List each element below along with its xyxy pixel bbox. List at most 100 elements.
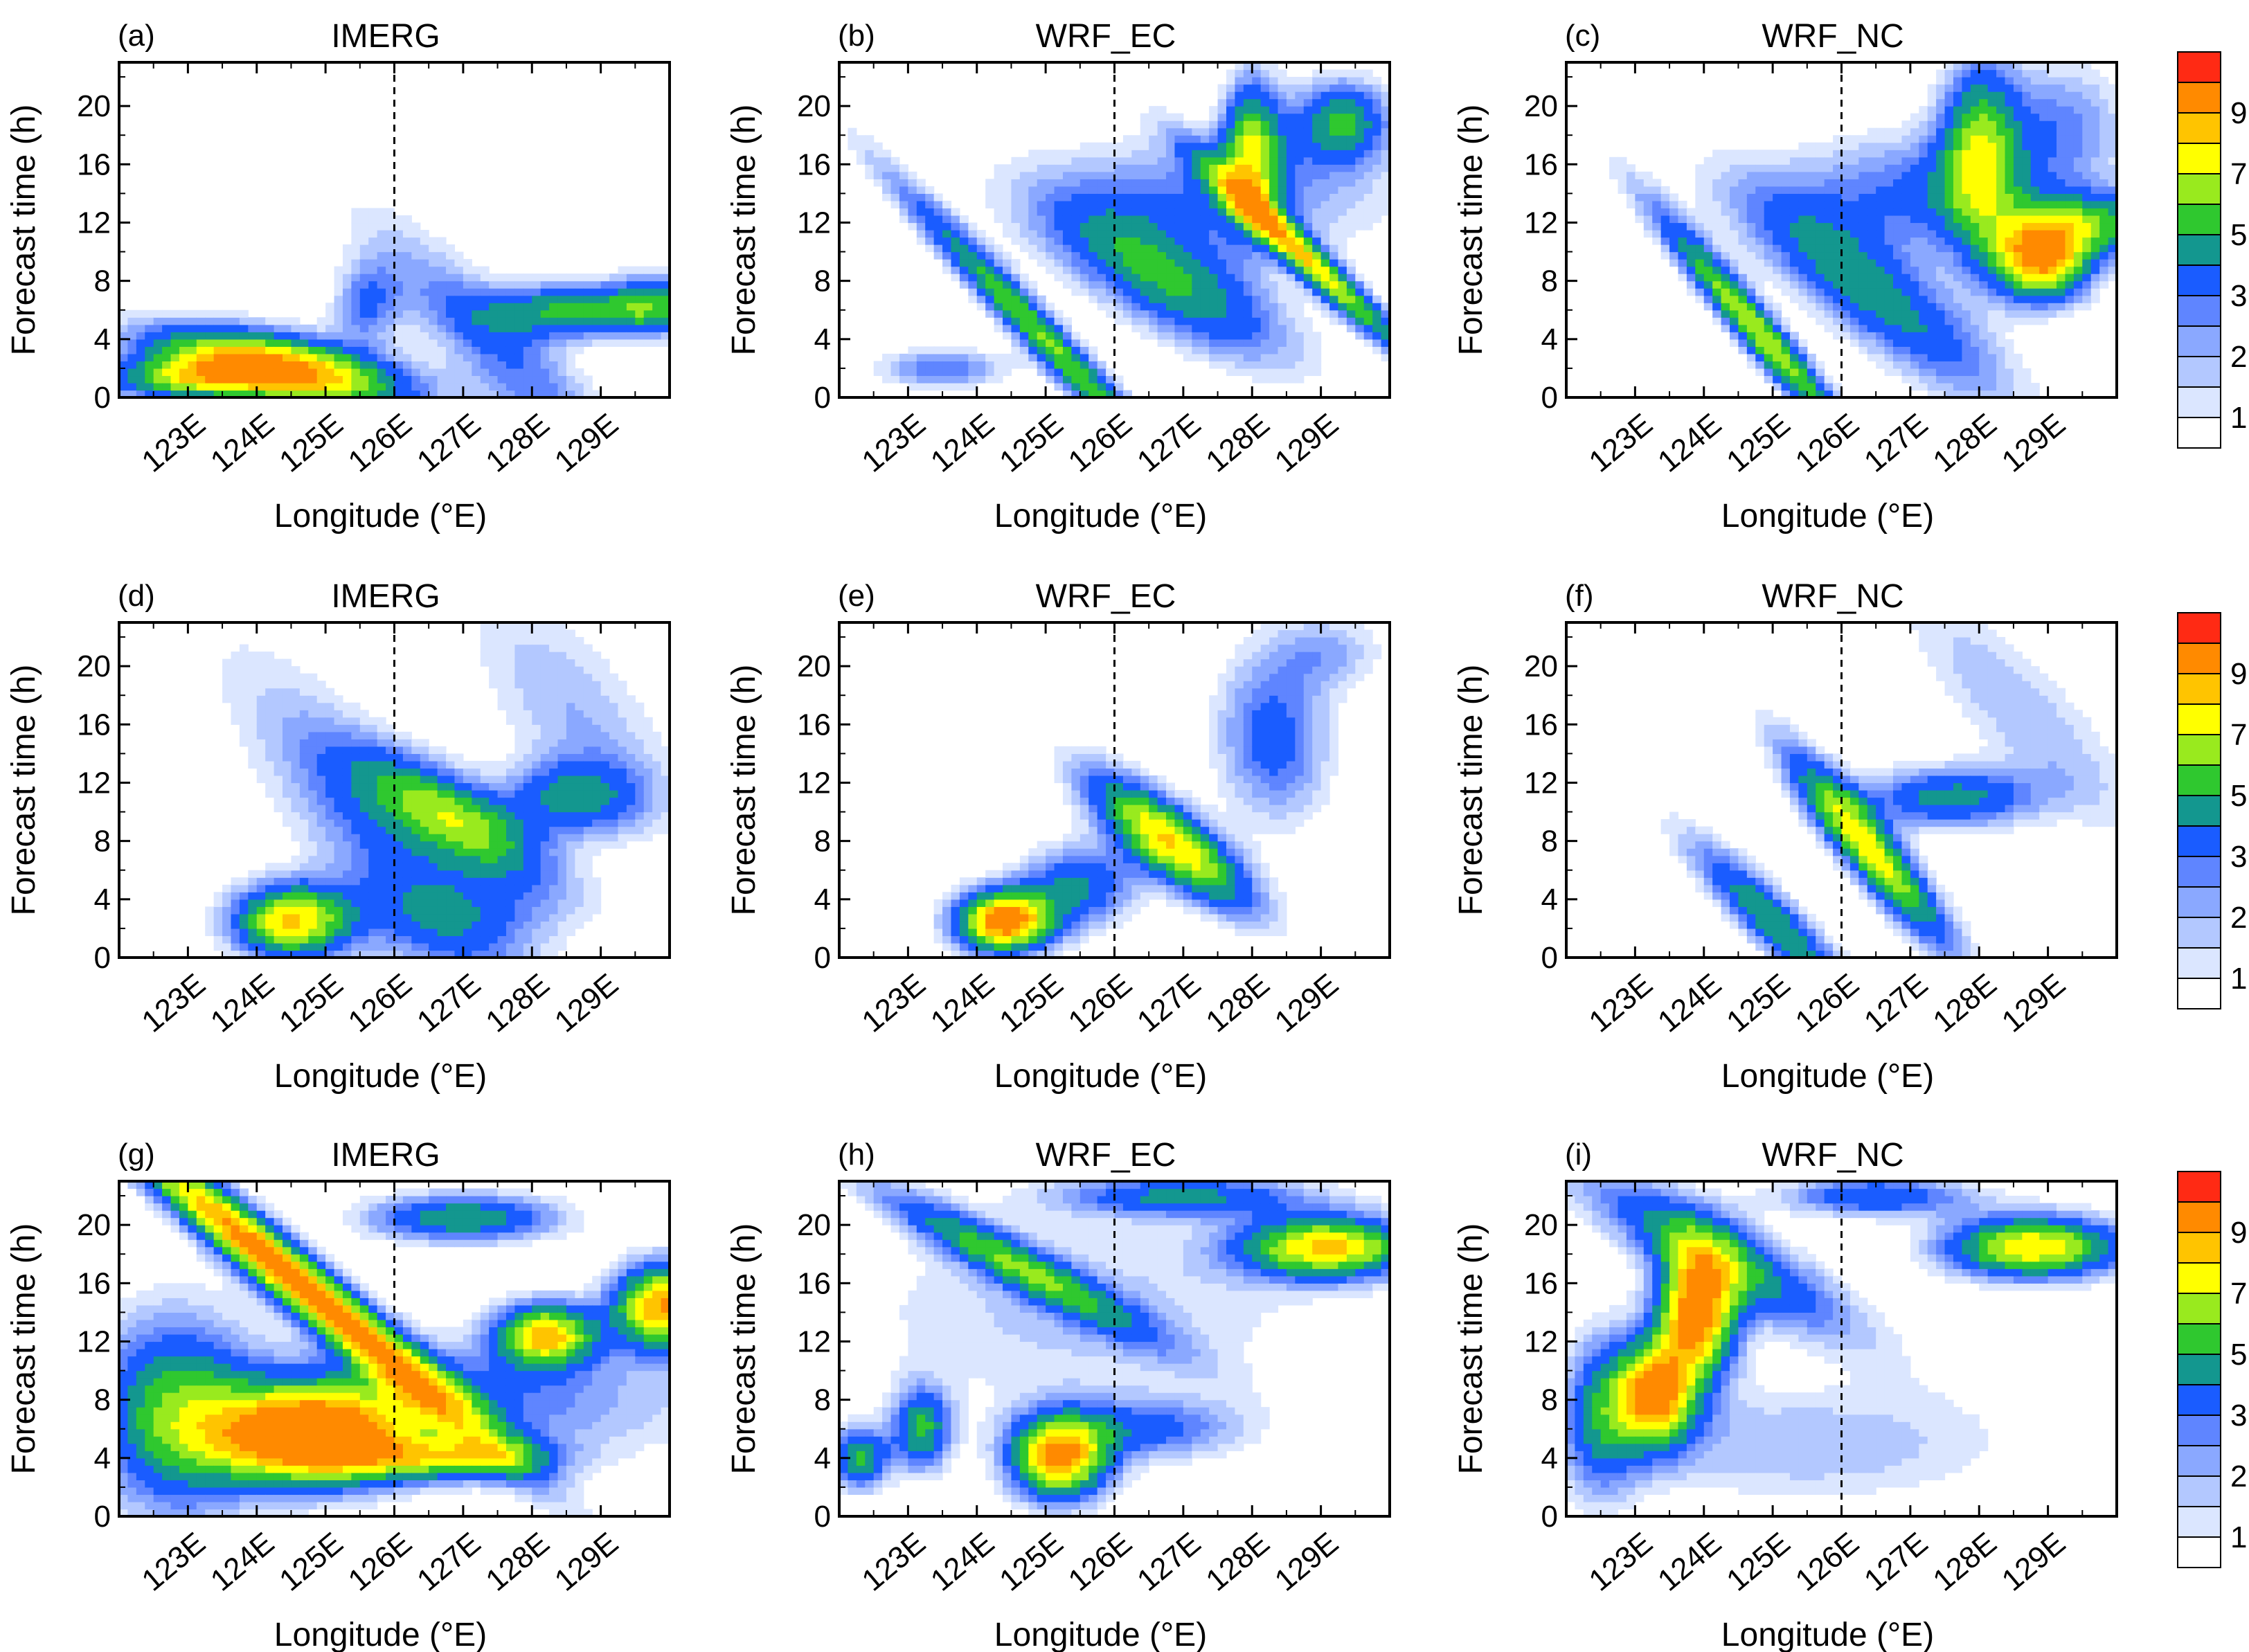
heat-cell	[454, 251, 464, 260]
heat-cell	[2005, 346, 2014, 354]
heat-cell	[899, 179, 908, 187]
heat-cell	[480, 375, 490, 384]
heat-cell	[1381, 150, 1390, 158]
heat-cell	[1953, 382, 1962, 391]
heat-cell	[1884, 346, 1894, 354]
heat-cell	[463, 361, 472, 369]
heat-cell	[1833, 317, 1843, 325]
heat-cell	[994, 324, 1003, 332]
heat-cell	[2099, 244, 2109, 253]
heat-cell	[411, 368, 421, 377]
heat-cell	[2022, 84, 2032, 92]
heat-cell	[1235, 120, 1244, 129]
heat-cell	[2108, 244, 2117, 253]
heat-cell	[1893, 324, 1903, 332]
heat-cell	[1730, 332, 1739, 340]
heat-cell	[1046, 259, 1055, 267]
heat-cell	[162, 317, 172, 325]
heat-cell	[386, 317, 395, 325]
heat-cell	[1876, 353, 1885, 361]
heat-cell	[1062, 186, 1072, 194]
heat-cell	[2013, 303, 2023, 311]
heat-cell	[231, 884, 240, 892]
heat-cell	[2073, 113, 2083, 121]
heat-cell	[1312, 200, 1322, 209]
heat-cell	[1764, 244, 1773, 253]
heat-cell	[1278, 346, 1287, 354]
heat-cell	[1338, 98, 1347, 107]
heat-cell	[437, 390, 447, 398]
heat-cell	[1114, 244, 1124, 253]
heat-cell	[1346, 84, 1356, 92]
heat-cell	[1962, 200, 1971, 209]
heat-cell	[1243, 317, 1253, 325]
heat-cell	[1816, 222, 1825, 231]
heat-cell	[1037, 259, 1046, 267]
heat-cell	[1363, 120, 1373, 129]
heat-cell	[925, 368, 935, 377]
heat-cell	[1996, 266, 2006, 274]
heat-cell	[1970, 259, 1980, 267]
heat-cell	[1157, 171, 1167, 179]
heat-cell	[1936, 186, 1946, 194]
heat-cell	[1686, 237, 1696, 245]
heat-cell	[1996, 324, 2006, 332]
heat-cell	[1781, 179, 1791, 187]
heat-cell	[1987, 69, 1997, 78]
heat-cell	[472, 309, 481, 318]
heat-cell	[1209, 303, 1219, 311]
heat-cell	[1140, 259, 1149, 267]
heat-cell	[1781, 200, 1791, 209]
heat-cell	[2073, 251, 2083, 260]
heat-cell	[1037, 332, 1046, 340]
heat-cell	[2065, 273, 2075, 282]
heat-cell	[1764, 179, 1773, 187]
heat-cell	[1269, 156, 1279, 165]
heat-cell	[1381, 179, 1390, 187]
heat-cell	[1660, 244, 1670, 253]
heat-cell	[514, 303, 524, 311]
heat-cell	[1953, 332, 1962, 340]
heat-cell	[2082, 171, 2092, 179]
heat-cell	[1703, 303, 1713, 311]
heat-cell	[1781, 186, 1791, 194]
heat-cell	[1174, 317, 1184, 325]
heat-cell	[1893, 317, 1903, 325]
heat-cell	[1936, 135, 1946, 143]
heat-cell	[1730, 208, 1739, 216]
heat-cell	[1927, 390, 1937, 398]
heat-cell	[1867, 244, 1876, 253]
heat-cell	[291, 753, 301, 762]
x-tick-label: 127E	[1858, 407, 1934, 479]
heat-cell	[1303, 208, 1313, 216]
heat-cell	[1798, 142, 1808, 150]
heat-cell	[316, 346, 326, 354]
heat-cell	[1363, 215, 1373, 224]
heat-cell	[2048, 295, 2057, 303]
heat-cell	[1910, 259, 1919, 267]
heat-cell	[2030, 164, 2040, 172]
heat-cell	[1278, 156, 1287, 165]
heat-cell	[1944, 332, 1954, 340]
heat-cell	[1807, 382, 1816, 391]
heat-cell	[1686, 280, 1696, 289]
heat-cell	[2099, 200, 2109, 209]
heat-cell	[1858, 339, 1868, 347]
heat-cell	[274, 724, 283, 733]
heat-cell	[472, 361, 481, 369]
heat-cell	[1269, 332, 1279, 340]
heat-cell	[1329, 280, 1339, 289]
heat-cell	[1979, 324, 1989, 332]
heat-cell	[2030, 390, 2040, 398]
heat-cell	[402, 382, 412, 391]
heat-cell	[472, 288, 481, 296]
heat-cell	[1841, 288, 1851, 296]
heat-cell	[1209, 164, 1219, 172]
heat-cell	[1312, 237, 1322, 245]
heat-cell	[557, 332, 567, 340]
heat-cell	[916, 230, 926, 238]
heat-cell	[1746, 324, 1756, 332]
heat-cell	[1122, 193, 1132, 201]
heat-cell	[1252, 150, 1262, 158]
heat-cell	[1088, 280, 1098, 289]
